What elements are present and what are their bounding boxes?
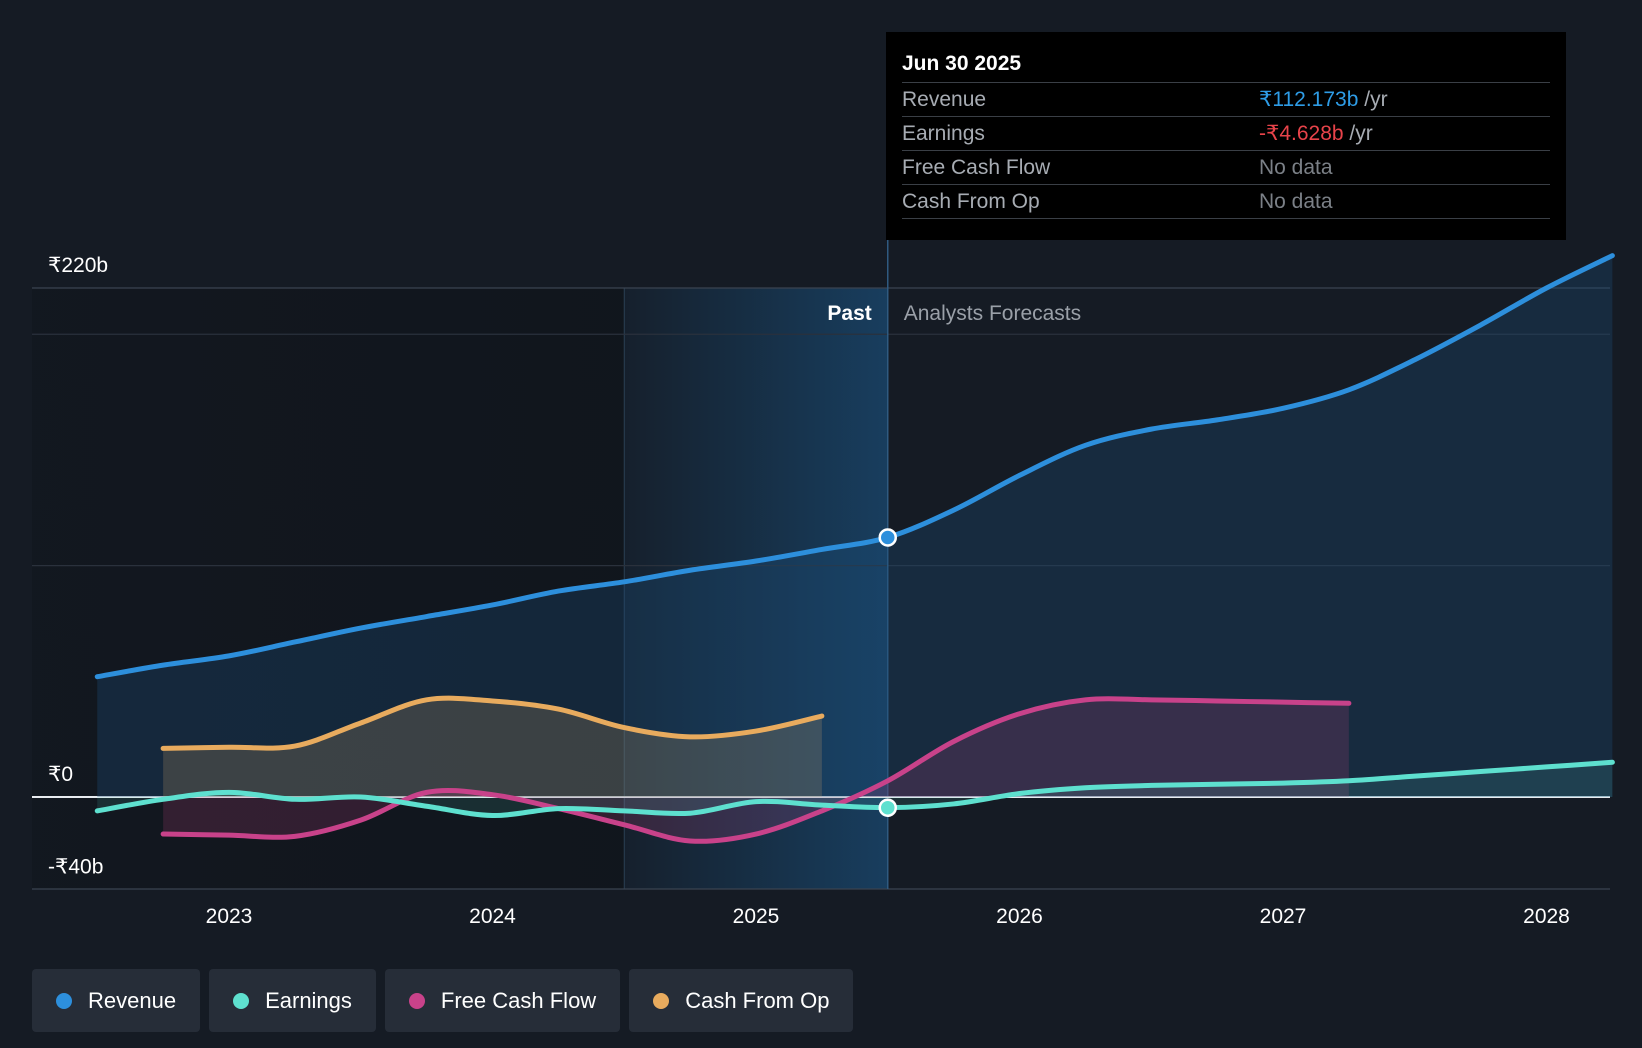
free-cash-flow-line	[160, 696, 1352, 844]
y-tick-label: ₹220b	[48, 254, 108, 277]
cash-from-op-line	[160, 695, 825, 751]
past-highlight-region	[624, 288, 888, 889]
x-tick-label: 2028	[1523, 905, 1570, 928]
tooltip-row-earnings: Earnings -₹4.628b /yr	[902, 116, 1550, 150]
tooltip-fcf-value: No data	[1259, 156, 1333, 179]
x-tick-label: 2027	[1260, 905, 1307, 928]
legend-item-cash-from-op[interactable]: Cash From Op	[629, 969, 854, 1032]
tooltip-earnings-value: -₹4.628b	[1259, 122, 1344, 145]
earnings-dot-icon	[233, 992, 250, 1009]
earnings-highlight-point	[878, 798, 897, 817]
tooltip-row-free-cash-flow: Free Cash Flow No data	[902, 150, 1550, 184]
y-tick-label: -₹40b	[48, 856, 103, 879]
legend-label: Revenue	[88, 987, 177, 1013]
revenue-area	[97, 255, 1613, 798]
tooltip-label: Free Cash Flow	[902, 156, 1051, 179]
x-tick-label: 2026	[996, 905, 1043, 928]
free-cash-flow-dot-icon	[408, 992, 425, 1009]
free-cash-flow-area	[163, 698, 1349, 842]
tooltip-unit: /yr	[1343, 122, 1373, 145]
past-label: Past	[827, 302, 871, 325]
legend-label: Earnings	[265, 987, 352, 1013]
past-dark-region	[32, 288, 625, 889]
tooltip-label: Earnings	[902, 122, 985, 145]
tooltip-cfo-value: No data	[1259, 190, 1333, 213]
x-tick-label: 2024	[469, 905, 516, 928]
tooltip-date: Jun 30 2025	[902, 52, 1022, 75]
tooltip-label: Revenue	[902, 88, 987, 111]
legend-item-earnings[interactable]: Earnings	[209, 969, 376, 1032]
y-tick-label: ₹0	[48, 763, 73, 786]
tooltip-row-revenue: Revenue ₹112.173b /yr	[902, 82, 1550, 116]
legend-item-revenue[interactable]: Revenue	[32, 969, 201, 1032]
legend-item-free-cash-flow[interactable]: Free Cash Flow	[384, 969, 621, 1032]
x-tick-label: 2023	[206, 905, 253, 928]
earnings-area	[97, 762, 1613, 816]
tooltip-label: Cash From Op	[902, 190, 1040, 213]
cash-from-op-dot-icon	[653, 992, 670, 1009]
revenue-line	[94, 253, 1615, 680]
tooltip: Jun 30 2025 Revenue ₹112.173b /yr Earnin…	[886, 32, 1566, 240]
revenue-dot-icon	[56, 992, 72, 1009]
revenue-highlight-point	[878, 528, 897, 547]
chart-area: ₹220b ₹0 -₹40b 2023 2024 2025 2026 2027 2028 Past…	[32, 240, 1615, 928]
cash-from-op-area	[163, 698, 822, 797]
tooltip-revenue-value: ₹112.173b	[1259, 88, 1359, 111]
legend-label: Free Cash Flow	[440, 987, 597, 1013]
tooltip-row-cash-from-op: Cash From Op No data	[902, 184, 1550, 219]
forecast-label: Analysts Forecasts	[904, 302, 1081, 325]
tooltip-unit: /yr	[1358, 88, 1388, 111]
x-tick-label: 2025	[733, 905, 780, 928]
earnings-line	[94, 759, 1615, 819]
legend: Revenue Earnings Free Cash Flow Cash Fro…	[32, 969, 854, 1032]
legend-label: Cash From Op	[685, 987, 830, 1013]
